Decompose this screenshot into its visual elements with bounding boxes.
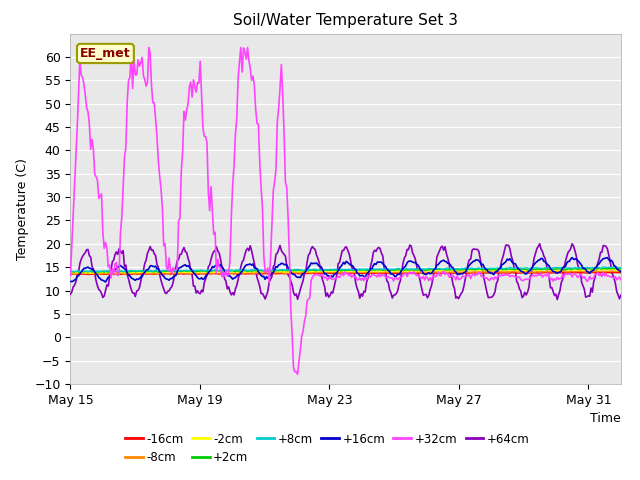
Title: Soil/Water Temperature Set 3: Soil/Water Temperature Set 3 bbox=[233, 13, 458, 28]
Text: EE_met: EE_met bbox=[80, 47, 131, 60]
X-axis label: Time: Time bbox=[590, 412, 621, 425]
Y-axis label: Temperature (C): Temperature (C) bbox=[16, 158, 29, 260]
Legend: -16cm, -8cm, -2cm, +2cm, +8cm, +16cm, +32cm, +64cm: -16cm, -8cm, -2cm, +2cm, +8cm, +16cm, +3… bbox=[120, 428, 534, 469]
